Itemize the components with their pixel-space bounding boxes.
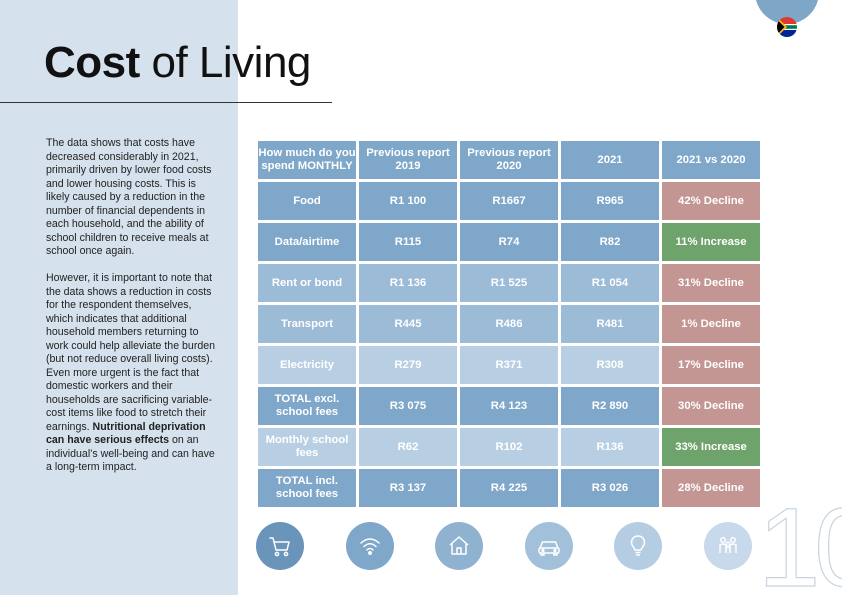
row-label: Data/airtime	[258, 223, 356, 261]
value-2019: R1 100	[359, 182, 457, 220]
table-header-row: How much do you spend MONTHLY Previous r…	[258, 141, 760, 179]
change-badge: 17% Decline	[662, 346, 760, 384]
value-2020: R1 525	[460, 264, 558, 302]
title-underline	[0, 102, 332, 103]
page-title: Cost of Living	[44, 38, 311, 88]
table-row: TOTAL incl. school fees R3 137 R4 225 R3…	[258, 469, 760, 507]
table-row: Data/airtime R115 R74 R82 11% Increase	[258, 223, 760, 261]
table-row: TOTAL excl. school fees R3 075 R4 123 R2…	[258, 387, 760, 425]
title-rest: of Living	[139, 38, 312, 87]
side-panel	[0, 0, 238, 595]
car-icon	[525, 522, 573, 570]
value-2019: R3 137	[359, 469, 457, 507]
table-row: Transport R445 R486 R481 1% Decline	[258, 305, 760, 343]
row-label: Rent or bond	[258, 264, 356, 302]
header-2020: Previous report 2020	[460, 141, 558, 179]
change-badge: 28% Decline	[662, 469, 760, 507]
lightbulb-icon	[614, 522, 662, 570]
change-badge: 42% Decline	[662, 182, 760, 220]
cost-table: How much do you spend MONTHLY Previous r…	[255, 138, 763, 510]
header-2021: 2021	[561, 141, 659, 179]
paragraph-2-text: However, it is important to note that th…	[46, 272, 216, 433]
wifi-icon	[346, 522, 394, 570]
value-2020: R486	[460, 305, 558, 343]
house-icon	[435, 522, 483, 570]
value-2021: R965	[561, 182, 659, 220]
value-2020: R4 225	[460, 469, 558, 507]
change-badge: 33% Increase	[662, 428, 760, 466]
row-label: Transport	[258, 305, 356, 343]
value-2021: R1 054	[561, 264, 659, 302]
value-2021: R481	[561, 305, 659, 343]
value-2019: R445	[359, 305, 457, 343]
value-2021: R308	[561, 346, 659, 384]
body-text: The data shows that costs have decreased…	[46, 137, 218, 475]
value-2020: R371	[460, 346, 558, 384]
value-2020: R74	[460, 223, 558, 261]
table-row: Food R1 100 R1667 R965 42% Decline	[258, 182, 760, 220]
value-2020: R1667	[460, 182, 558, 220]
family-icon	[704, 522, 752, 570]
south-africa-flag-icon	[777, 17, 797, 37]
change-badge: 1% Decline	[662, 305, 760, 343]
value-2019: R115	[359, 223, 457, 261]
value-2019: R279	[359, 346, 457, 384]
value-2020: R4 123	[460, 387, 558, 425]
table-row: Electricity R279 R371 R308 17% Decline	[258, 346, 760, 384]
header-2019: Previous report 2019	[359, 141, 457, 179]
value-2019: R1 136	[359, 264, 457, 302]
paragraph-2-bold: Nutritional deprivation can have serious…	[46, 420, 206, 447]
row-label: Food	[258, 182, 356, 220]
row-label: Monthly school fees	[258, 428, 356, 466]
paragraph-2-end: on an individual’s well-being and can ha…	[46, 434, 215, 473]
table-row: Monthly school fees R62 R102 R136 33% In…	[258, 428, 760, 466]
change-badge: 30% Decline	[662, 387, 760, 425]
value-2021: R82	[561, 223, 659, 261]
header-category: How much do you spend MONTHLY	[258, 141, 356, 179]
paragraph-1: The data shows that costs have decreased…	[46, 137, 212, 257]
paragraph-2: However, it is important to note that th…	[46, 272, 218, 475]
page-number: 10	[757, 485, 842, 610]
change-badge: 11% Increase	[662, 223, 760, 261]
cart-icon	[256, 522, 304, 570]
row-label: TOTAL excl. school fees	[258, 387, 356, 425]
title-bold: Cost	[44, 38, 140, 87]
row-label: Electricity	[258, 346, 356, 384]
header-change: 2021 vs 2020	[662, 141, 760, 179]
row-label: TOTAL incl. school fees	[258, 469, 356, 507]
value-2021: R2 890	[561, 387, 659, 425]
value-2019: R62	[359, 428, 457, 466]
value-2021: R136	[561, 428, 659, 466]
change-badge: 31% Decline	[662, 264, 760, 302]
value-2020: R102	[460, 428, 558, 466]
value-2021: R3 026	[561, 469, 659, 507]
value-2019: R3 075	[359, 387, 457, 425]
table-row: Rent or bond R1 136 R1 525 R1 054 31% De…	[258, 264, 760, 302]
